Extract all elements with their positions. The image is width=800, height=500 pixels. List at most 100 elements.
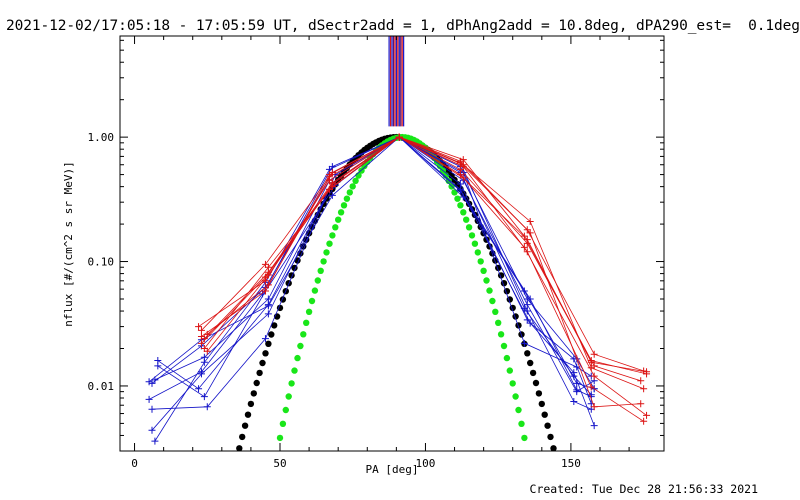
data-point-plus [264, 310, 272, 318]
data-point-plus [590, 422, 598, 430]
fit-curve-dot [323, 249, 330, 256]
series-line [151, 136, 592, 431]
data-point-plus [395, 133, 403, 141]
y-tick-label: 1.00 [88, 131, 115, 144]
fit-curve-dot [236, 445, 243, 452]
series-line [204, 136, 647, 375]
fit-curve-dot [265, 340, 272, 347]
data-point-plus [520, 339, 528, 347]
x-tick-label: 0 [131, 457, 138, 470]
data-series [145, 133, 651, 445]
series-line [201, 136, 641, 382]
fit-curve-dot [329, 232, 336, 239]
fit-curve-dot [477, 258, 484, 265]
data-point-plus [459, 174, 467, 182]
fit-curve-dot [259, 359, 266, 367]
data-point-plus [203, 403, 211, 411]
x-axis-label: PA [deg] [366, 463, 419, 476]
data-point-plus [590, 403, 598, 411]
fit-curve-dot [311, 287, 319, 294]
fit-curve-dot [503, 354, 511, 362]
fit-curve-dot [509, 380, 516, 387]
series-line [157, 136, 592, 398]
data-point-plus [570, 397, 578, 405]
data-point-plus [325, 171, 333, 179]
fit-curve-dot [320, 258, 327, 265]
data-point-plus [200, 393, 208, 401]
fit-curve-dot [497, 331, 505, 338]
data-point-plus [587, 358, 595, 366]
data-point-plus [526, 217, 534, 225]
series-line [204, 136, 644, 422]
fit-curve-dot [332, 224, 339, 231]
fit-curve-dot [285, 393, 292, 400]
data-point-plus [456, 157, 464, 165]
fit-curve-dot [518, 420, 525, 427]
data-point-plus [587, 383, 595, 391]
data-point-plus [590, 350, 598, 358]
fit-curve-dot [463, 216, 470, 223]
vertical-markers [388, 36, 405, 127]
axes: 0 50 100 150 0.01 0.10 1.00 [88, 36, 664, 470]
fit-curve-dot [532, 379, 540, 387]
fit-curve-dot [337, 209, 345, 216]
data-point-plus [195, 385, 203, 393]
data-point-plus [200, 358, 208, 366]
data-point-plus [328, 180, 336, 188]
fit-curve-dot [282, 406, 289, 414]
data-point-plus [643, 411, 651, 419]
data-point-plus [197, 339, 205, 347]
fit-curves [236, 133, 557, 452]
data-point-plus [523, 301, 531, 309]
x-tick-label: 150 [561, 457, 581, 470]
data-point-plus [523, 236, 531, 244]
fit-curve-dot [314, 277, 321, 284]
data-point-plus [456, 180, 464, 188]
data-point-plus [148, 426, 156, 434]
fit-curve-dot [335, 216, 342, 223]
data-point-plus [573, 386, 581, 394]
data-point-plus [523, 316, 531, 324]
fit-curve-dot [527, 359, 534, 367]
data-point-plus [640, 385, 648, 393]
data-point-plus [145, 378, 153, 386]
data-point-plus [520, 287, 528, 295]
fit-curve-dot [349, 183, 356, 190]
y-tick-label: 0.10 [88, 256, 115, 269]
created-timestamp: Created: Tue Dec 28 21:56:33 2021 [529, 482, 758, 496]
data-point-plus [197, 370, 205, 378]
fit-curve-dot [241, 422, 249, 429]
data-point-plus [573, 363, 581, 371]
fit-curve-dot [294, 354, 301, 362]
fit-curve-dot [268, 331, 275, 338]
fit-curve-dot [288, 380, 295, 387]
fit-curve-dot [474, 249, 481, 256]
fit-curve-dot [300, 331, 307, 338]
fit-curve-dot [524, 350, 531, 357]
fit-curve-dot [250, 390, 257, 397]
series-line [148, 136, 595, 400]
y-axis-label: nflux [#/(cm^2 s sr MeV)] [62, 161, 75, 327]
fit-curve-dot [346, 189, 353, 196]
fit-curve-dot [457, 202, 464, 209]
data-point-plus [264, 271, 272, 279]
chart-title: 2021-12-02/17:05:18 - 17:05:59 UT, dSect… [6, 18, 800, 34]
fit-curve-dot [291, 367, 298, 374]
fit-curve-dot [506, 367, 513, 374]
fit-curve-dot [256, 369, 263, 377]
fit-curve-dot [550, 445, 557, 452]
data-point-plus [195, 323, 203, 331]
fit-curve-dot [262, 350, 269, 357]
fit-curve-dot [529, 369, 537, 377]
fit-curve-dot [547, 433, 554, 441]
data-point-plus [637, 377, 645, 385]
fit-curve-dot [244, 411, 252, 418]
series-line [157, 136, 592, 404]
data-point-plus [148, 405, 156, 413]
series-line [201, 136, 641, 408]
data-point-plus [637, 400, 645, 408]
fit-curve-dot [495, 319, 502, 326]
data-point-plus [590, 372, 598, 380]
fit-curve-dot [483, 277, 490, 284]
